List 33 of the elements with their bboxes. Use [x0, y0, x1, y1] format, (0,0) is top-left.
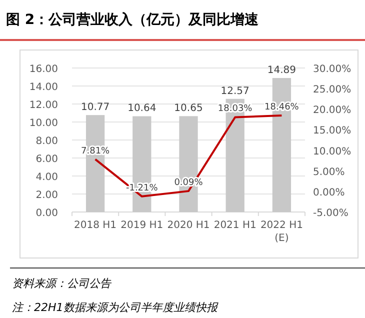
- y2-tick-label: 5.00%: [313, 166, 345, 178]
- x-tick-label: 2022 H1 (E): [260, 220, 303, 244]
- y2-tick-label: 15.00%: [313, 126, 352, 137]
- x-tick-label: 2021 H1: [214, 220, 256, 231]
- y2-tick-label: 0.00%: [313, 187, 345, 198]
- data-label: 14.89: [267, 64, 296, 76]
- data-label: 10.77: [80, 102, 110, 114]
- data-label: 7.81%: [81, 146, 110, 156]
- y-tick-label: 8.00: [36, 136, 58, 147]
- x-tick-label: 2019 H1: [120, 220, 164, 231]
- data-label: 10.65: [174, 103, 203, 114]
- y2-tick-label: -5.00%: [313, 208, 348, 219]
- text: 资料来源：公司公告: [12, 277, 112, 290]
- data-label: 10.64: [128, 103, 156, 114]
- x-tick-label: 2020 H1: [167, 220, 210, 231]
- data-label: 18.46%: [264, 102, 300, 112]
- data-label: 12.57: [220, 86, 250, 97]
- y2-tick-label: 10.00%: [313, 146, 352, 158]
- data-label: 18.03%: [218, 104, 253, 114]
- y-tick-label: 6.00: [36, 154, 58, 165]
- y2-tick-label: 25.00%: [313, 84, 352, 96]
- x-tick-label: 2018 H1: [74, 220, 117, 231]
- y2-tick-label: 20.00%: [313, 105, 352, 116]
- title: 图 2：公司营业收入（亿元）及同比增速: [6, 12, 259, 28]
- y-tick-label: 16.00: [29, 64, 58, 75]
- y-tick-label: 14.00: [29, 82, 58, 93]
- y-tick-label: 2.00: [36, 190, 58, 201]
- y-tick-label: 0.00: [36, 208, 58, 219]
- y-tick-label: 10.00: [29, 118, 58, 129]
- text: 注：22H1数据来源为公司半年度业绩快报: [12, 301, 218, 314]
- y-tick-label: 12.00: [29, 100, 58, 111]
- y-tick-label: 4.00: [36, 172, 58, 183]
- y2-tick-label: 30.00%: [313, 64, 352, 75]
